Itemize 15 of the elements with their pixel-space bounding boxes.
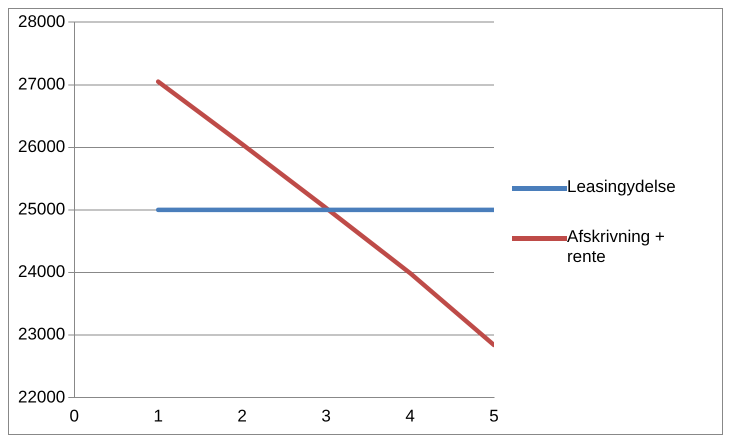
y-tick-label: 28000 bbox=[18, 12, 66, 31]
x-tick-label: 2 bbox=[237, 406, 247, 426]
x-tick-label: 4 bbox=[405, 406, 415, 426]
x-tick-label: 3 bbox=[321, 406, 331, 426]
y-tick-label: 26000 bbox=[18, 137, 66, 156]
y-tick-label: 27000 bbox=[18, 74, 66, 94]
legend-label: Leasingydelse bbox=[567, 176, 677, 196]
y-tick-label: 25000 bbox=[18, 200, 66, 219]
x-tick-label: 1 bbox=[153, 406, 163, 426]
x-tick-label: 5 bbox=[489, 406, 499, 426]
y-tick-label: 23000 bbox=[18, 324, 66, 344]
y-tick-label: 22000 bbox=[18, 387, 66, 406]
y-tick-label: 24000 bbox=[18, 262, 66, 282]
legend-label: Afskrivning + rente bbox=[567, 226, 666, 266]
x-tick-label: 0 bbox=[70, 406, 80, 426]
